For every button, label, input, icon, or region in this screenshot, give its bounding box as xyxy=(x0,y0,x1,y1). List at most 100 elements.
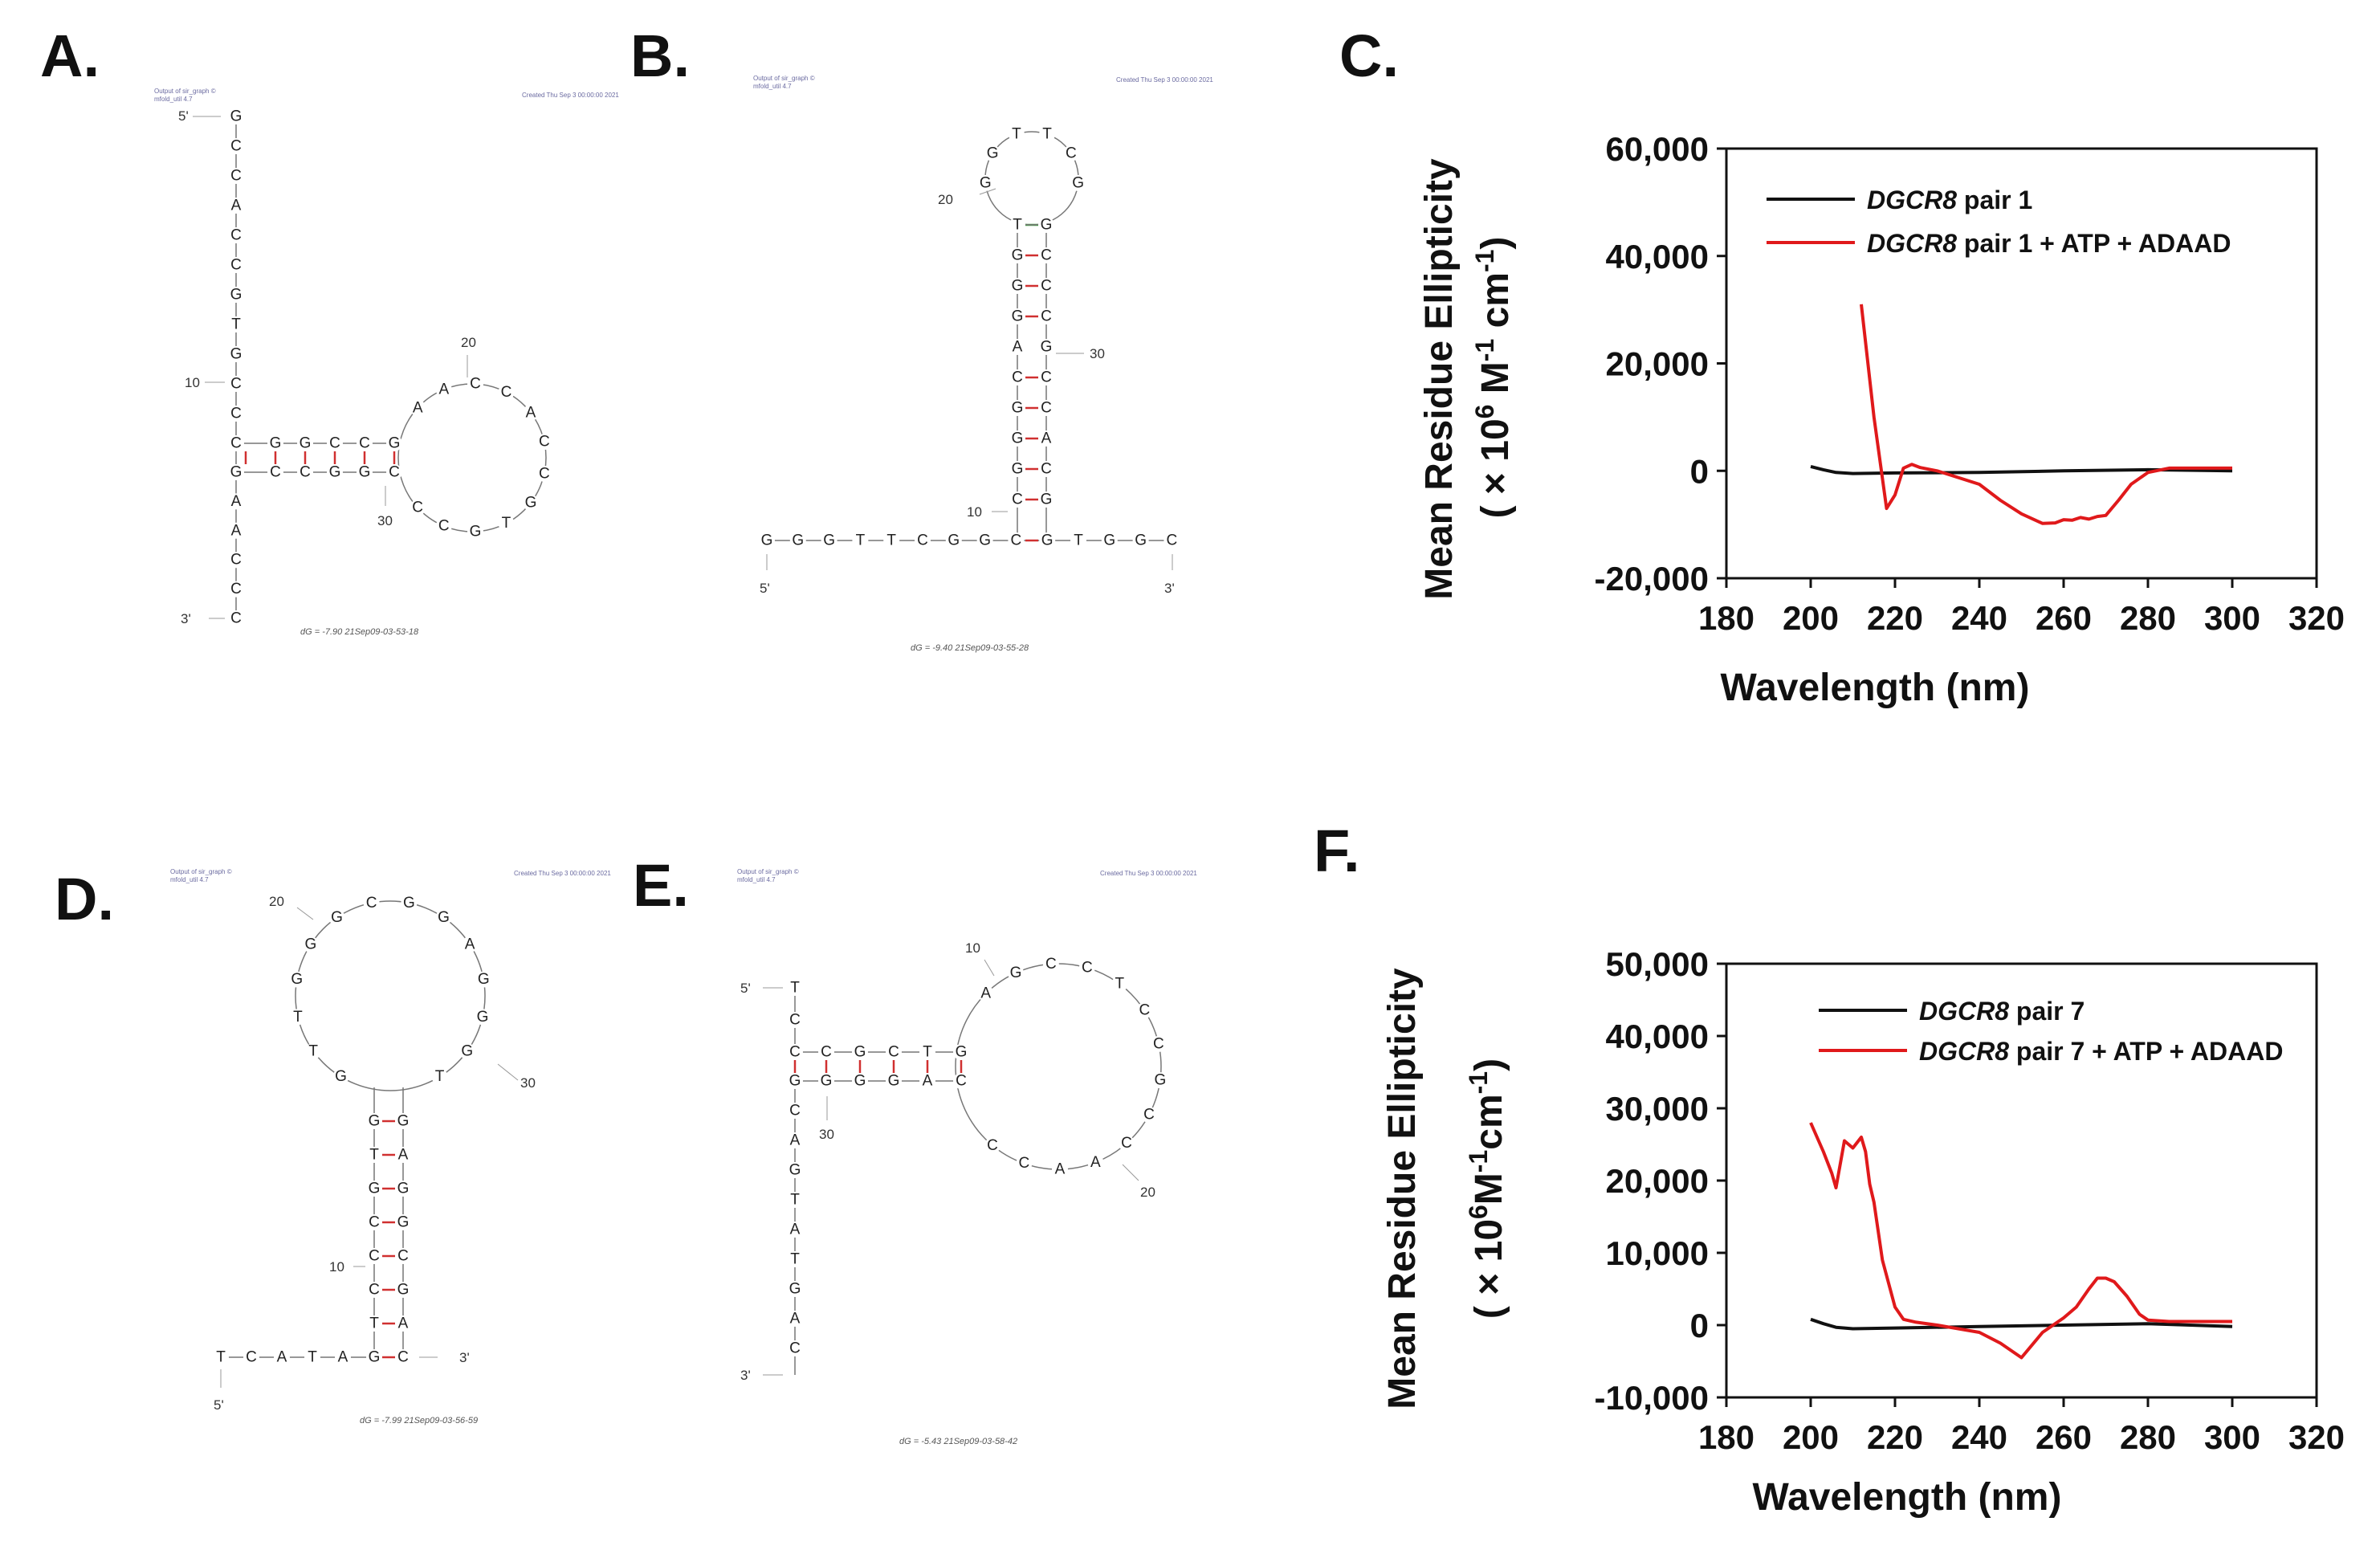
svg-text:G: G xyxy=(956,1044,968,1061)
nucleotide: T xyxy=(787,1192,803,1209)
panel-label-c: C. xyxy=(1339,22,1399,89)
delta-g-label: dG = -5.43 21Sep09-03-58-42 xyxy=(899,1437,1017,1446)
nucleotide: T xyxy=(305,1042,322,1059)
svg-text:C: C xyxy=(1082,960,1093,977)
svg-text:G: G xyxy=(369,1113,381,1130)
nucleotide: G xyxy=(1009,430,1025,447)
five-prime-label: 5' xyxy=(740,981,751,996)
nucleotide: A xyxy=(1038,430,1054,447)
nucleotide: G xyxy=(789,532,806,549)
nucleotide: T xyxy=(1111,976,1128,993)
svg-text:G: G xyxy=(270,435,282,452)
panel-label-e: E. xyxy=(633,852,689,919)
nucleotide: G xyxy=(953,1044,969,1061)
y-tick-label: 20,000 xyxy=(1606,345,1709,383)
nucleotide: C xyxy=(228,406,244,422)
nucleotide: C xyxy=(1009,491,1025,508)
svg-text:G: G xyxy=(397,1113,410,1130)
position-20-label: 20 xyxy=(269,894,284,909)
nucleotide: G xyxy=(395,1113,411,1130)
plot-frame xyxy=(1725,962,2318,1399)
nucleotide: G xyxy=(886,1073,902,1090)
svg-text:C: C xyxy=(230,257,242,274)
svg-text:G: G xyxy=(1012,278,1024,295)
nucleotide: G xyxy=(1009,278,1025,295)
svg-text:C: C xyxy=(230,581,242,598)
nucleotide: G xyxy=(395,1181,411,1197)
nucleotide: C xyxy=(410,500,426,516)
svg-text:T: T xyxy=(1115,976,1125,993)
nucleotide: C xyxy=(1038,278,1054,295)
nucleotide: G xyxy=(401,895,418,912)
y-tick-label: -10,000 xyxy=(1595,1379,1709,1417)
nucleotide: G xyxy=(297,435,313,452)
svg-text:C: C xyxy=(956,1073,967,1090)
legend-entry-2: DGCR8 pair 1 + ATP + ADAAD xyxy=(1867,229,2231,258)
nucleotide: A xyxy=(435,381,452,398)
svg-text:C: C xyxy=(987,1137,998,1154)
svg-text:T: T xyxy=(923,1044,932,1061)
nucleotide: C xyxy=(228,257,244,274)
svg-text:G: G xyxy=(1072,174,1084,191)
svg-text:G: G xyxy=(1012,461,1024,478)
nucleotide: A xyxy=(228,198,244,214)
nucleotide: C xyxy=(228,138,244,155)
svg-text:C: C xyxy=(397,1248,409,1265)
svg-text:G: G xyxy=(789,1281,801,1298)
nucleotide: T xyxy=(1008,126,1025,143)
header-right: Created Thu Sep 3 00:00:00 2021 xyxy=(1116,76,1213,84)
position-20-label: 20 xyxy=(938,192,953,207)
svg-text:T: T xyxy=(790,1192,800,1209)
x-tick-label: 200 xyxy=(1783,1418,1839,1456)
nucleotide: G xyxy=(522,495,539,512)
svg-text:C: C xyxy=(888,1044,899,1061)
svg-text:C: C xyxy=(438,517,450,534)
delta-g-label: dG = -7.99 21Sep09-03-56-59 xyxy=(360,1416,478,1426)
x-tick-label: 300 xyxy=(2204,1418,2260,1456)
svg-text:C: C xyxy=(369,1214,380,1231)
svg-text:T: T xyxy=(231,316,241,333)
nucleotide: C xyxy=(536,434,552,451)
rna-structure-b: Output of sir_graph © mfold_util 4.7 Cre… xyxy=(753,75,1213,653)
svg-text:A: A xyxy=(923,1073,933,1090)
svg-text:G: G xyxy=(1012,400,1024,417)
y-axis-units: ( × 106 M-1 cm-1) xyxy=(1470,237,1517,519)
svg-text:C: C xyxy=(1012,491,1023,508)
svg-text:G: G xyxy=(230,346,242,363)
nucleotide: G xyxy=(818,1073,834,1090)
svg-text:G: G xyxy=(461,1042,473,1059)
svg-text:C: C xyxy=(230,435,242,452)
y-tick-label: 30,000 xyxy=(1606,1090,1709,1128)
svg-text:C: C xyxy=(246,1349,257,1366)
legend-entry-2: DGCR8 pair 7 + ATP + ADAAD xyxy=(1919,1037,2283,1066)
svg-text:C: C xyxy=(230,227,242,244)
svg-text:G: G xyxy=(329,464,341,481)
nucleotide: G xyxy=(984,145,1001,161)
nucleotide: G xyxy=(288,971,305,988)
nucleotide: C xyxy=(787,1103,803,1120)
nucleotide: T xyxy=(366,1147,382,1164)
svg-text:C: C xyxy=(1041,247,1052,264)
svg-text:C: C xyxy=(1041,461,1052,478)
svg-text:T: T xyxy=(369,1315,379,1332)
svg-text:G: G xyxy=(1010,965,1022,981)
svg-text:A: A xyxy=(438,381,449,398)
nucleotide: C xyxy=(1118,1135,1135,1152)
svg-text:A: A xyxy=(790,1132,801,1149)
position-10-label: 10 xyxy=(967,504,982,520)
nucleotide: G xyxy=(852,1044,868,1061)
svg-text:C: C xyxy=(789,1044,801,1061)
header-left-2: mfold_util 4.7 xyxy=(154,96,193,103)
header-right: Created Thu Sep 3 00:00:00 2021 xyxy=(1100,870,1197,877)
position-10-label: 10 xyxy=(185,375,200,390)
svg-text:G: G xyxy=(304,936,316,952)
x-tick-label: 180 xyxy=(1698,599,1754,637)
nucleotide: G xyxy=(302,936,319,952)
nucleotide: C xyxy=(228,552,244,569)
svg-text:C: C xyxy=(300,464,311,481)
nucleotide: A xyxy=(977,985,994,1002)
svg-text:A: A xyxy=(413,399,423,416)
x-axis-title: Wavelength (nm) xyxy=(1721,667,2030,709)
svg-text:A: A xyxy=(398,1147,409,1164)
nucleotide: G xyxy=(475,1009,491,1026)
